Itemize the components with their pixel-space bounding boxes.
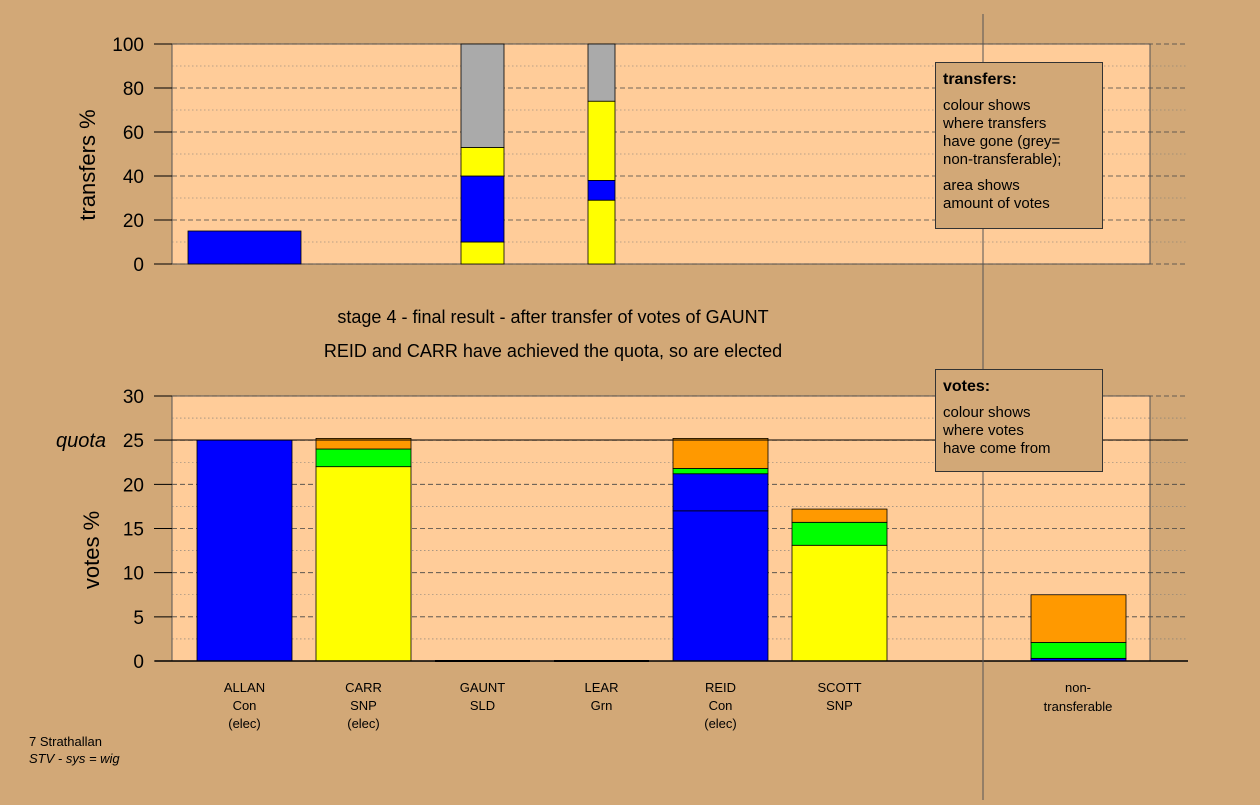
vote-bar-reid-segment — [672, 510, 769, 662]
candidate-label-status: (elec) — [228, 716, 261, 731]
transfer-bar-lear-segment — [587, 199, 616, 265]
footer: 7 Strathallan STV - sys = wig — [29, 733, 120, 767]
transfers-legend-line: colour shows — [943, 97, 1031, 114]
nontransferable-label-line1: non- — [1065, 680, 1091, 695]
votes-legend-line: where votes — [943, 422, 1024, 439]
candidate-label-name: REID — [705, 680, 736, 695]
candidate-labels: ALLAN Con (elec) CARR SNP (elec) GAUNT SLD LEAR G… — [224, 680, 862, 731]
elected-caption: REID and CARR have achieved the quota, s… — [324, 341, 782, 361]
transfers-bars — [187, 43, 616, 265]
transfer-bar-gaunt-segment — [460, 241, 505, 265]
transfer-bar-gaunt-segment — [460, 43, 505, 148]
vote-bar-allan-segment — [196, 439, 293, 662]
vote-bar-scott-segment — [791, 521, 888, 546]
candidate-label-party: Con — [233, 698, 257, 713]
votes-legend-line: have come from — [943, 440, 1051, 457]
ward-name: 7 Strathallan — [29, 734, 102, 749]
candidate-label-name: GAUNT — [460, 680, 506, 695]
transfers-legend-box: transfers: colour shows where transfers … — [935, 62, 1103, 229]
candidate-label-name: LEAR — [585, 680, 619, 695]
votes-bars — [196, 437, 1127, 662]
y-tick-label: 40 — [123, 167, 144, 188]
transfer-bar-lear-segment — [587, 179, 616, 201]
nontransferable-label-line2: transferable — [1044, 699, 1113, 714]
candidate-label-party: SNP — [826, 698, 853, 713]
vote-bar-non-transferable-segment — [1030, 594, 1127, 643]
y-tick-label: 0 — [133, 652, 144, 673]
y-tick-label: 80 — [123, 79, 144, 100]
transfer-bar-allan-segment — [187, 230, 302, 265]
y-tick-label: 0 — [133, 255, 144, 276]
transfers-legend-line: amount of votes — [943, 195, 1050, 212]
candidate-label-party: SNP — [350, 698, 377, 713]
votes-legend-box: votes: colour shows where votes have com… — [935, 369, 1103, 472]
vote-bar-reid-segment — [672, 437, 769, 469]
candidate-label-party: Con — [709, 698, 733, 713]
transfers-legend-line: where transfers — [943, 115, 1047, 132]
quota-label: quota — [56, 430, 106, 452]
transfers-gridlines — [172, 43, 1188, 265]
transfers-y-ticks: 0 20 40 60 80 100 — [112, 35, 172, 276]
transfer-bar-gaunt-segment — [460, 146, 505, 177]
y-tick-label: 5 — [133, 608, 144, 629]
votes-legend-line: colour shows — [943, 404, 1031, 421]
candidate-label-name: CARR — [345, 680, 382, 695]
y-tick-label: 100 — [112, 35, 144, 56]
vote-bar-carr-segment — [315, 437, 412, 450]
voting-system: STV - sys = wig — [29, 751, 120, 766]
stage-caption: stage 4 - final result - after transfer … — [337, 307, 768, 327]
candidate-label-status: (elec) — [704, 716, 737, 731]
vote-bar-reid-segment — [672, 468, 769, 475]
y-tick-label: 25 — [123, 431, 144, 452]
transfer-bar-gaunt-segment — [460, 175, 505, 243]
candidate-label-party: SLD — [470, 698, 495, 713]
votes-y-axis-label: votes % — [79, 511, 104, 589]
y-tick-label: 60 — [123, 123, 144, 144]
y-tick-label: 30 — [123, 387, 144, 408]
vote-bar-scott-segment — [791, 544, 888, 662]
votes-y-ticks: 0 5 10 15 20 25 30 — [123, 387, 172, 673]
y-tick-label: 15 — [123, 520, 144, 541]
vote-bar-carr-segment — [315, 448, 412, 468]
candidate-label-name: SCOTT — [817, 680, 861, 695]
transfers-y-axis-label: transfers % — [75, 109, 100, 220]
votes-legend-title: votes: — [943, 378, 991, 395]
vote-bar-carr-segment — [315, 466, 412, 662]
candidate-label-name: ALLAN — [224, 680, 265, 695]
y-tick-label: 20 — [123, 211, 144, 232]
transfers-legend-line: area shows — [943, 177, 1020, 194]
transfer-bar-lear-segment — [587, 100, 616, 181]
candidate-label-party: Grn — [591, 698, 613, 713]
transfers-legend-line: non-transferable); — [943, 151, 1062, 168]
y-tick-label: 20 — [123, 475, 144, 496]
y-tick-label: 10 — [123, 564, 144, 585]
transfers-legend-line: have gone (grey= — [943, 133, 1061, 150]
candidate-label-status: (elec) — [347, 716, 380, 731]
vote-bar-non-transferable-segment — [1030, 642, 1127, 659]
transfer-bar-lear-segment — [587, 43, 616, 102]
vote-bar-scott-segment — [791, 508, 888, 523]
vote-bar-reid-segment — [672, 473, 769, 512]
transfers-legend-title: transfers: — [943, 71, 1017, 88]
